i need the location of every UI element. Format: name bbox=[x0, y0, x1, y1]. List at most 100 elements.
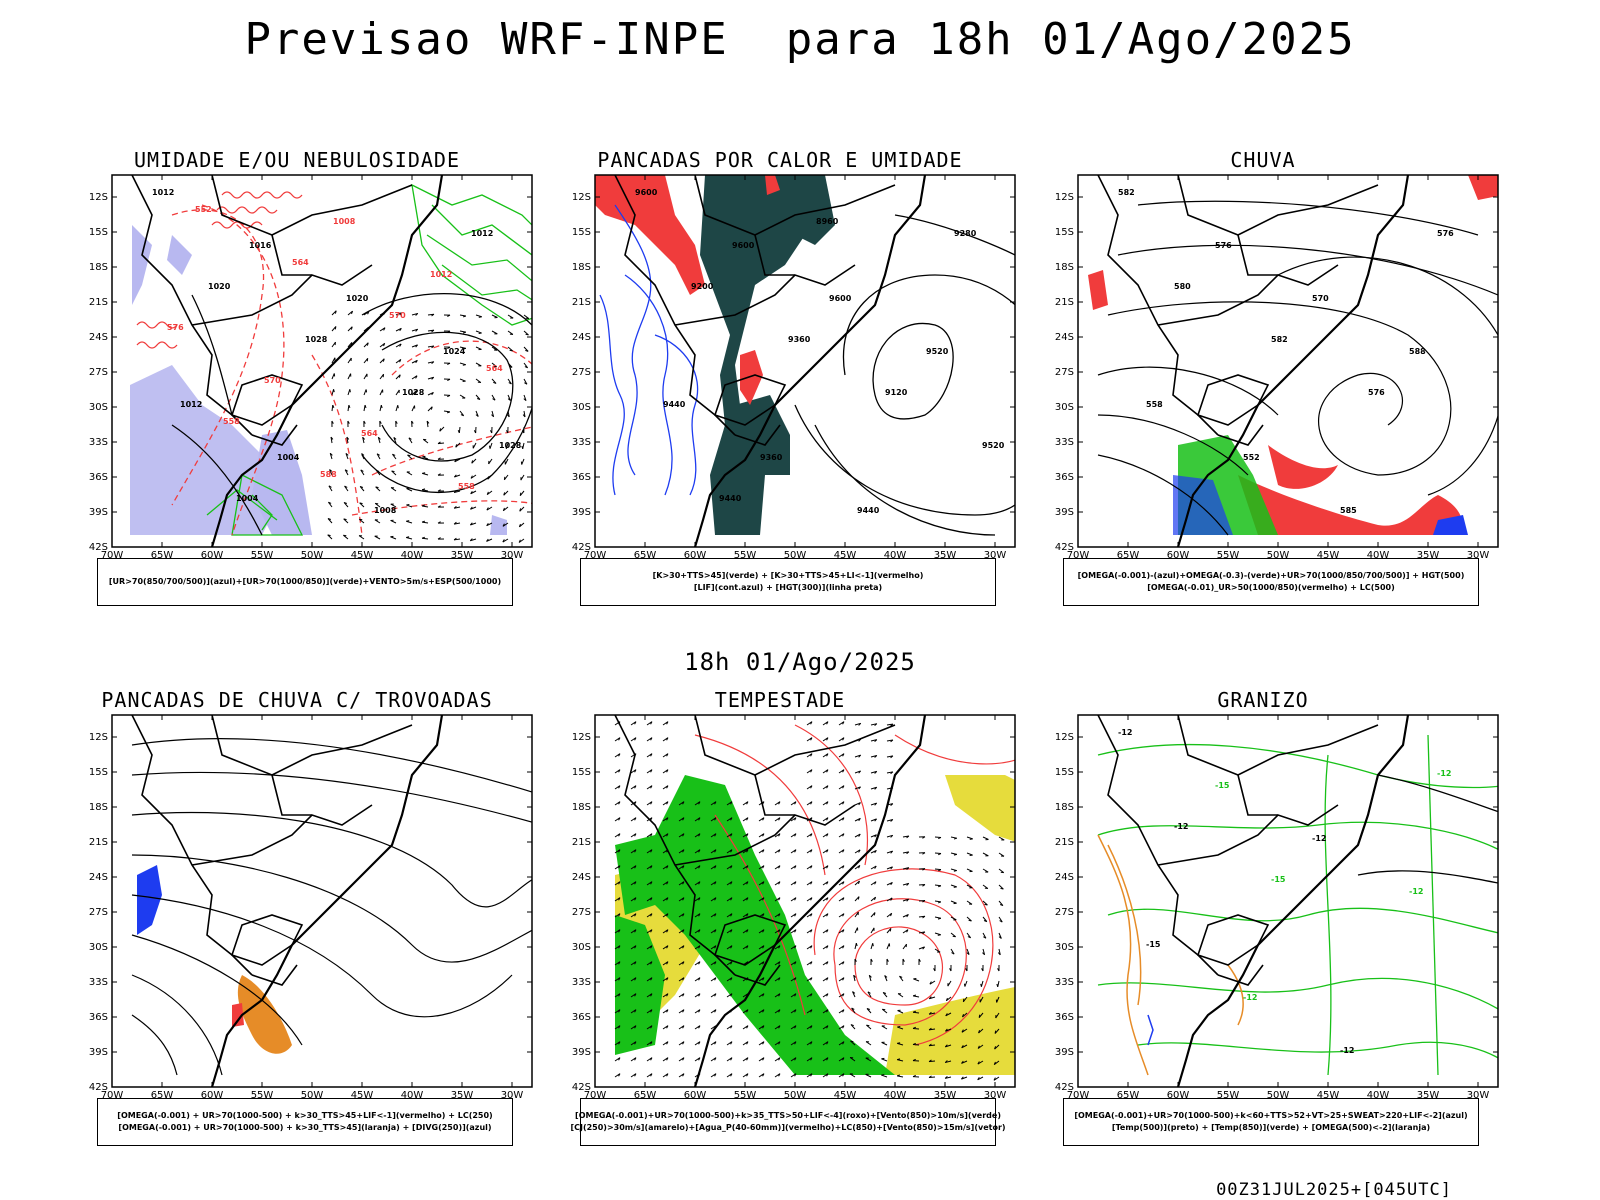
wind-arrow-head bbox=[391, 470, 395, 473]
wind-arrow-head bbox=[406, 520, 410, 522]
wind-arrow-head bbox=[949, 968, 952, 972]
map-fill-layer bbox=[615, 775, 1015, 1075]
wind-arrow-head bbox=[961, 1045, 964, 1049]
wind-arrow-head bbox=[842, 1057, 845, 1061]
wind-arrow-head bbox=[858, 880, 860, 885]
wind-arrow-head bbox=[327, 518, 332, 520]
wind-arrow-head bbox=[968, 919, 972, 922]
wind-arrow-head bbox=[794, 1057, 797, 1061]
contour-label: -12 bbox=[1409, 887, 1423, 896]
contour-label: 1024 bbox=[443, 347, 466, 356]
wind-arrow-head bbox=[730, 801, 733, 805]
wind-arrow-head bbox=[730, 977, 733, 981]
wind-arrow-head bbox=[922, 852, 926, 855]
wind-arrow-head bbox=[383, 327, 386, 331]
contour-labels: 9600 9600 9600 9520 9440 9360 9440 9280 9200 9360… bbox=[635, 188, 1005, 515]
wind-arrow-head bbox=[937, 917, 942, 920]
wind-arrow-head bbox=[666, 721, 669, 725]
wind-arrow-head bbox=[431, 345, 435, 349]
wind-arrow-head bbox=[650, 993, 653, 997]
wind-arrow-head bbox=[650, 801, 653, 805]
wind-arrow-head bbox=[778, 881, 781, 885]
wind-arrow-head bbox=[794, 881, 797, 885]
wind-arrow-head bbox=[977, 1061, 980, 1065]
wind-arrow-head bbox=[810, 849, 813, 853]
wind-arrow-head bbox=[842, 817, 845, 821]
lat-tick-label: 30S bbox=[1055, 942, 1074, 953]
wind-arrow-head bbox=[998, 936, 1002, 939]
lat-tick-label: 12S bbox=[1055, 192, 1074, 203]
wind-arrow-head bbox=[994, 1046, 997, 1050]
wind-arrow-head bbox=[854, 958, 857, 962]
wind-arrow-head bbox=[951, 952, 955, 955]
lat-tick-label: 18S bbox=[1055, 802, 1074, 813]
lon-tick-label: 45W bbox=[1317, 1090, 1340, 1101]
wind-arrow-head bbox=[446, 411, 451, 414]
lat-tick-label: 33S bbox=[572, 437, 591, 448]
wind-arrow-head bbox=[634, 833, 637, 837]
wind-arrow-head bbox=[933, 968, 936, 972]
lon-tick-label: 40W bbox=[401, 1090, 424, 1101]
lat-tick-label: 12S bbox=[89, 732, 108, 743]
wind-arrow-head bbox=[966, 952, 970, 955]
wind-arrow-head bbox=[762, 1041, 765, 1045]
lat-tick-label: 27S bbox=[89, 367, 108, 378]
contour-label: 9600 bbox=[829, 294, 852, 303]
contour-label: 9600 bbox=[732, 241, 755, 250]
map-pancadas-calor: 9600 9600 9600 9520 9440 9360 9440 9280 9200 9360… bbox=[572, 174, 1016, 561]
wind-arrow-head bbox=[890, 897, 893, 901]
contour-label: 564 bbox=[361, 429, 378, 438]
wind-arrow-head bbox=[826, 977, 829, 981]
contour-label: 1012 bbox=[471, 229, 493, 238]
wind-arrow-head bbox=[874, 865, 877, 869]
wind-arrow-head bbox=[826, 849, 829, 853]
wind-arrow-head bbox=[426, 420, 430, 424]
lon-tick-label: 50W bbox=[301, 550, 324, 561]
wind-arrow-head bbox=[794, 817, 797, 821]
wind-arrow-head bbox=[666, 1073, 669, 1077]
wind-arrow-head bbox=[826, 737, 829, 741]
lon-tick-label: 60W bbox=[684, 1090, 707, 1101]
lat-tick-label: 15S bbox=[1055, 767, 1074, 778]
wind-arrow-head bbox=[872, 943, 874, 947]
wind-arrow-head bbox=[810, 1041, 813, 1045]
wind-arrow-head bbox=[439, 428, 442, 432]
contour-label: 9120 bbox=[885, 388, 908, 397]
wind-arrow-head bbox=[714, 1041, 717, 1045]
wind-arrow-head bbox=[762, 929, 765, 933]
wind-arrow-head bbox=[351, 310, 354, 315]
wind-arrow-head bbox=[890, 834, 894, 838]
wind-arrow-head bbox=[650, 945, 653, 949]
lat-tick-label: 36S bbox=[572, 472, 591, 483]
wind-arrow-head bbox=[874, 881, 877, 885]
lon-tick-label: 65W bbox=[634, 550, 657, 561]
wind-arrow-head bbox=[794, 849, 797, 853]
lon-tick-label: 30W bbox=[501, 550, 524, 561]
wind-arrow-head bbox=[961, 1060, 964, 1064]
wind-arrow-head bbox=[906, 835, 910, 839]
wind-arrow-head bbox=[618, 1025, 621, 1029]
contour-label: 552 bbox=[195, 205, 212, 214]
contour-labels: -12 -15 -12 -12 -15 -12 -12 -12 -12 -15 bbox=[1118, 728, 1451, 1055]
wind-arrow-head bbox=[382, 358, 385, 362]
wind-arrow-head bbox=[650, 881, 653, 885]
wind-arrow-head bbox=[507, 398, 511, 401]
legend-chuva: [OMEGA(-0.001)-(azul)+OMEGA(-0.3)-(verde… bbox=[1063, 558, 1479, 606]
panel-pancadas-calor: PANCADAS POR CALOR E UMIDADE 9600 9600 960… bbox=[565, 148, 1045, 638]
lat-tick-label: 21S bbox=[89, 297, 108, 308]
wind-arrow-head bbox=[730, 849, 733, 853]
wind-arrow-head bbox=[522, 414, 526, 418]
lat-tick-label: 33S bbox=[1055, 977, 1074, 988]
lat-tick-label: 27S bbox=[572, 367, 591, 378]
wind-arrow-head bbox=[981, 968, 984, 972]
panel-granizo: GRANIZO -12 -15 -12 -12 -15 -12 -12 -12 -12 -15 12… bbox=[1048, 688, 1528, 1178]
lon-tick-label: 35W bbox=[451, 1090, 474, 1101]
wind-arrow-head bbox=[762, 897, 765, 901]
wind-arrow-head bbox=[698, 1025, 701, 1029]
lon-tick-label: 70W bbox=[101, 1090, 124, 1101]
wind-arrow-head bbox=[962, 1013, 964, 1018]
wind-arrow-head bbox=[810, 753, 813, 757]
wind-arrow-head bbox=[778, 977, 781, 981]
wind-arrow-head bbox=[470, 506, 473, 510]
